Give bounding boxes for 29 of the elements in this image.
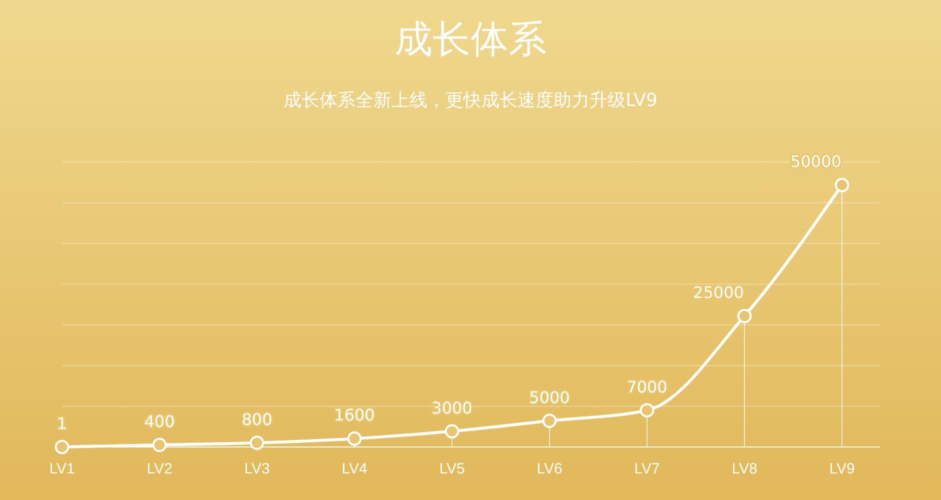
data-label: 25000 (693, 283, 744, 302)
x-tick-label: LV4 (342, 460, 368, 478)
x-tick-label: LV3 (244, 460, 270, 478)
data-label: 400 (144, 412, 175, 431)
data-label: 50000 (790, 152, 842, 171)
point (834, 178, 850, 192)
x-tick-label: LV1 (49, 460, 75, 478)
point (640, 403, 654, 418)
chart-title: 成长体系 (394, 17, 546, 61)
x-tick-label: LV6 (536, 460, 562, 478)
x-tick-label: LV5 (439, 460, 465, 478)
x-tick-label: LV8 (732, 460, 758, 478)
point (444, 424, 460, 438)
x-tick-label: LV9 (829, 460, 855, 478)
data-label: 7000 (626, 377, 668, 396)
point (250, 436, 264, 450)
x-tick-label: LV7 (634, 460, 660, 478)
chart-subtitle: 成长体系全新上线，更快成长速度助力升级LV9 (284, 90, 658, 111)
point (54, 440, 70, 454)
data-label: 1 (56, 414, 68, 433)
data-label: 800 (242, 410, 272, 429)
data-label: 1600 (334, 406, 375, 425)
point (152, 438, 167, 452)
point (737, 308, 752, 324)
data-label: 3000 (432, 398, 472, 418)
x-tick-label: LV2 (146, 460, 172, 478)
point (347, 431, 362, 446)
data-label: 5000 (529, 388, 570, 407)
point (542, 414, 557, 428)
